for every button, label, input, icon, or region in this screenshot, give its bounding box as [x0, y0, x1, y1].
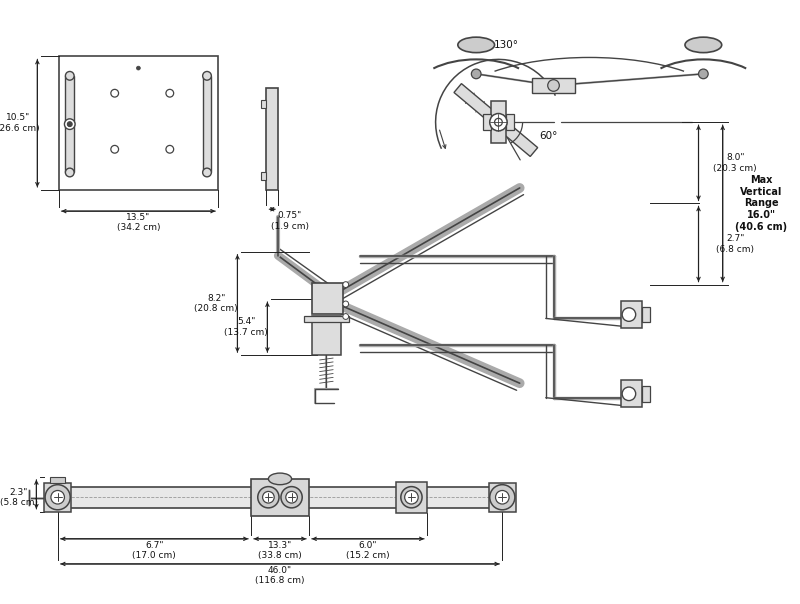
Polygon shape	[454, 83, 504, 128]
Polygon shape	[494, 117, 538, 156]
Text: 2.3"
(5.8 cm): 2.3" (5.8 cm)	[0, 487, 38, 507]
Text: 0.75"
(1.9 cm): 0.75" (1.9 cm)	[270, 211, 309, 231]
Circle shape	[698, 69, 708, 79]
Ellipse shape	[458, 37, 494, 53]
Circle shape	[202, 71, 211, 80]
Bar	[261, 173, 266, 180]
Circle shape	[401, 487, 422, 508]
Circle shape	[166, 146, 174, 153]
Text: 46.0"
(116.8 cm): 46.0" (116.8 cm)	[255, 566, 305, 585]
Text: 2.7"
(6.8 cm): 2.7" (6.8 cm)	[716, 234, 754, 254]
Bar	[58, 487, 502, 508]
Text: 10.5"
(26.6 cm): 10.5" (26.6 cm)	[0, 114, 40, 133]
Text: 8.2"
(20.8 cm): 8.2" (20.8 cm)	[194, 294, 238, 313]
Bar	[312, 283, 343, 313]
Bar	[621, 381, 642, 407]
Ellipse shape	[268, 473, 291, 484]
Bar	[489, 483, 516, 512]
Circle shape	[67, 122, 72, 127]
Bar	[396, 482, 427, 513]
Circle shape	[262, 492, 274, 503]
Text: Max
Vertical
Range
16.0"
(40.6 cm): Max Vertical Range 16.0" (40.6 cm)	[735, 175, 787, 231]
Circle shape	[490, 484, 515, 510]
Bar	[202, 76, 211, 173]
Circle shape	[65, 119, 75, 129]
Circle shape	[622, 308, 636, 321]
Bar	[621, 301, 642, 328]
Text: 130°: 130°	[494, 40, 518, 50]
Text: 6.0"
(15.2 cm): 6.0" (15.2 cm)	[346, 541, 390, 560]
Circle shape	[137, 66, 140, 70]
Bar	[50, 477, 66, 483]
Text: 13.5"
(34.2 cm): 13.5" (34.2 cm)	[117, 213, 160, 233]
Bar	[251, 479, 309, 516]
Circle shape	[258, 487, 279, 508]
Circle shape	[343, 301, 349, 307]
Circle shape	[490, 114, 507, 131]
Circle shape	[548, 80, 559, 91]
Bar	[483, 115, 490, 130]
Circle shape	[202, 168, 211, 177]
Circle shape	[51, 490, 65, 504]
Circle shape	[286, 492, 298, 503]
Ellipse shape	[685, 37, 722, 53]
Circle shape	[471, 69, 481, 79]
Text: 5.4"
(13.7 cm): 5.4" (13.7 cm)	[224, 318, 268, 337]
Circle shape	[405, 490, 418, 504]
Bar	[44, 483, 71, 512]
Text: 60°: 60°	[539, 130, 558, 141]
Circle shape	[495, 490, 509, 504]
Circle shape	[66, 168, 74, 177]
Circle shape	[45, 484, 70, 510]
Bar	[66, 76, 74, 173]
Circle shape	[166, 89, 174, 97]
Circle shape	[343, 313, 349, 320]
Circle shape	[494, 118, 502, 126]
Circle shape	[111, 146, 118, 153]
Circle shape	[66, 71, 74, 80]
Bar	[532, 78, 574, 93]
Circle shape	[111, 89, 118, 97]
Bar	[304, 316, 349, 323]
Bar	[642, 307, 650, 323]
Bar	[642, 386, 650, 402]
Bar	[506, 115, 514, 130]
Bar	[261, 100, 266, 108]
Circle shape	[343, 281, 349, 288]
Text: 6.7"
(17.0 cm): 6.7" (17.0 cm)	[133, 541, 176, 560]
Circle shape	[622, 387, 636, 400]
Bar	[490, 101, 506, 144]
Text: 13.3"
(33.8 cm): 13.3" (33.8 cm)	[258, 541, 302, 560]
Bar	[266, 88, 278, 190]
Bar	[58, 57, 218, 190]
Bar	[312, 316, 341, 355]
Circle shape	[281, 487, 302, 508]
Text: 8.0"
(20.3 cm): 8.0" (20.3 cm)	[714, 153, 757, 173]
